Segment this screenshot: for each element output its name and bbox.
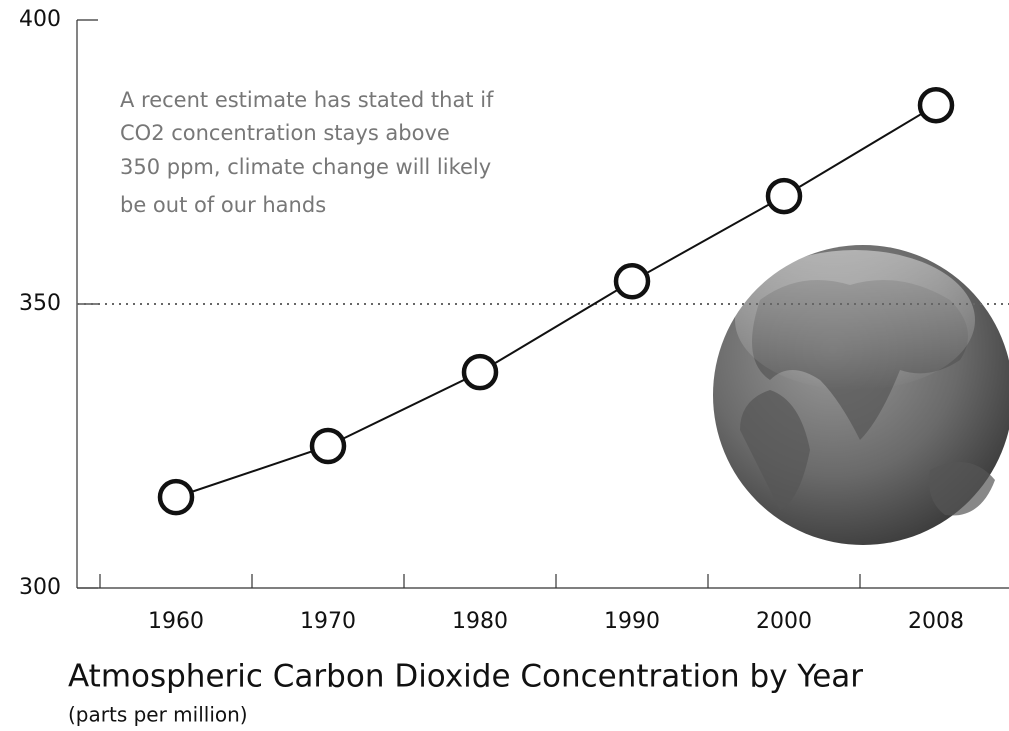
data-point: [765, 177, 803, 215]
annotation: CO2 concentration stays above: [120, 121, 450, 145]
chart-subtitle: (parts per million): [68, 703, 248, 727]
chart-title: Atmospheric Carbon Dioxide Concentration…: [68, 659, 863, 695]
x-tick-label: 1970: [300, 609, 356, 634]
y-tick-label: 400: [19, 7, 61, 32]
data-point: [309, 427, 347, 465]
x-tick-label: 1980: [452, 609, 508, 634]
x-tick-label: 1990: [604, 609, 660, 634]
y-tick-label: 350: [19, 291, 61, 316]
data-point: [917, 86, 955, 124]
annotation: be out of our hands: [120, 193, 326, 217]
x-tick-label: 1960: [148, 609, 204, 634]
globe-illustration: [713, 245, 1009, 545]
x-tick-label: 2008: [908, 609, 964, 634]
data-point: [461, 353, 499, 391]
data-point: [613, 263, 651, 300]
x-tick-label: 2000: [756, 609, 812, 634]
data-line: [175, 104, 937, 499]
data-point: [157, 478, 195, 516]
annotation: 350 ppm, climate change will likely: [120, 155, 491, 179]
y-tick-label: 300: [19, 575, 61, 600]
annotation: A recent estimate has stated that if: [120, 88, 494, 112]
